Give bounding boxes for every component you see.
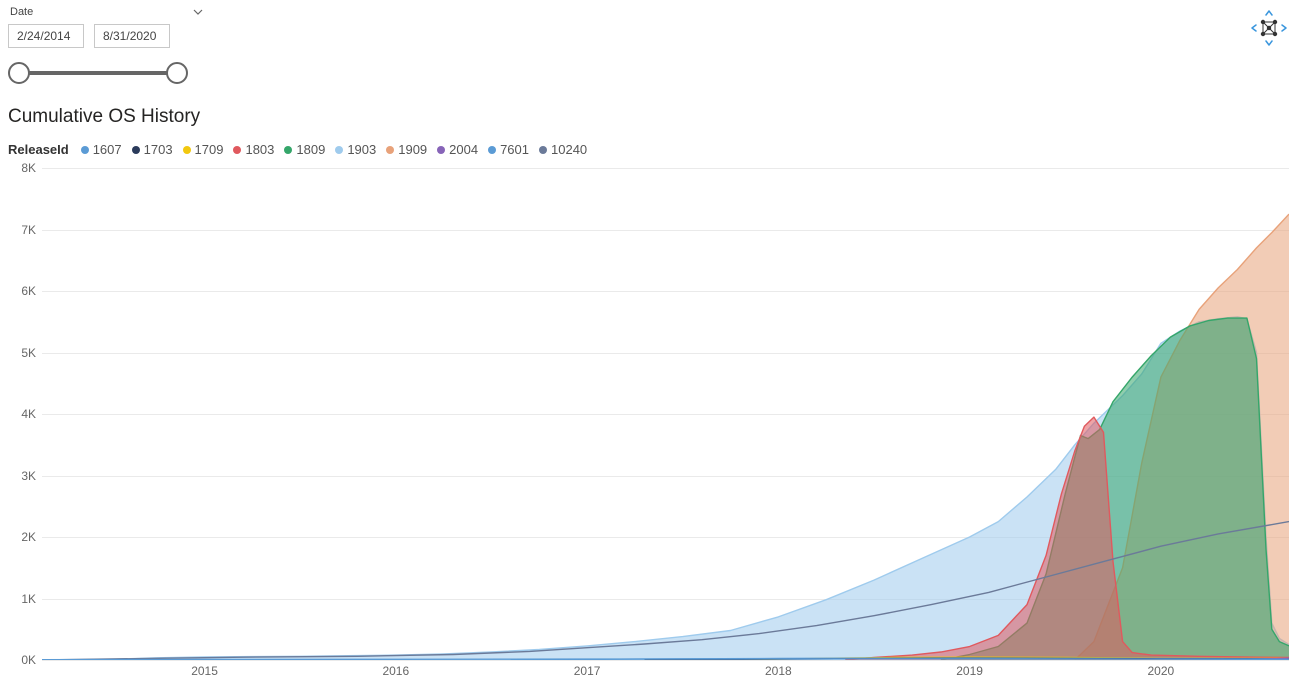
- y-tick-label: 1K: [21, 592, 36, 606]
- legend-item[interactable]: 1803: [233, 142, 274, 157]
- legend-item-label: 1607: [93, 142, 122, 157]
- y-tick-label: 5K: [21, 346, 36, 360]
- x-tick-label: 2018: [765, 664, 792, 678]
- legend-item-label: 1703: [144, 142, 173, 157]
- y-tick-label: 3K: [21, 469, 36, 483]
- x-tick-label: 2015: [191, 664, 218, 678]
- y-tick-label: 7K: [21, 223, 36, 237]
- slicer-label: Date: [10, 6, 33, 18]
- legend-item[interactable]: 1709: [183, 142, 224, 157]
- y-tick-label: 8K: [21, 161, 36, 175]
- legend-item-label: 7601: [500, 142, 529, 157]
- x-axis: 2015 2016 2017 2018 2019 2020: [42, 660, 1289, 684]
- legend-dot-icon: [233, 146, 241, 154]
- legend-dot-icon: [386, 146, 394, 154]
- slicer-end-date[interactable]: 8/31/2020: [94, 24, 170, 48]
- legend-item-label: 1709: [195, 142, 224, 157]
- y-tick-label: 6K: [21, 284, 36, 298]
- legend-item[interactable]: 1903: [335, 142, 376, 157]
- legend-item-label: 10240: [551, 142, 587, 157]
- legend-item[interactable]: 1909: [386, 142, 427, 157]
- x-tick-label: 2020: [1147, 664, 1174, 678]
- y-axis: 0K1K2K3K4K5K6K7K8K: [8, 168, 42, 660]
- legend-item-label: 2004: [449, 142, 478, 157]
- chart-plot-area: 0K1K2K3K4K5K6K7K8K 201520162017201820192…: [8, 168, 1289, 684]
- slider-handle-end[interactable]: [166, 62, 188, 84]
- date-slicer: Date 2/24/2014 8/31/2020: [8, 4, 208, 86]
- focus-mode-icon[interactable]: [1249, 8, 1289, 48]
- legend-item-label: 1809: [296, 142, 325, 157]
- legend-dot-icon: [539, 146, 547, 154]
- x-tick-label: 2016: [382, 664, 409, 678]
- legend-dot-icon: [437, 146, 445, 154]
- legend-item-label: 1903: [347, 142, 376, 157]
- legend-item[interactable]: 7601: [488, 142, 529, 157]
- legend-dot-icon: [132, 146, 140, 154]
- legend-dot-icon: [488, 146, 496, 154]
- legend-item[interactable]: 1809: [284, 142, 325, 157]
- legend-item-label: 1909: [398, 142, 427, 157]
- legend-item-label: 1803: [245, 142, 274, 157]
- slider-track: [20, 71, 176, 75]
- legend-dot-icon: [335, 146, 343, 154]
- legend-dot-icon: [284, 146, 292, 154]
- x-tick-label: 2017: [574, 664, 601, 678]
- chart-legend: ReleaseId 1607 1703 1709 1803 1809 1903 1909 20…: [8, 142, 587, 157]
- date-slider[interactable]: [8, 58, 188, 86]
- slicer-start-date[interactable]: 2/24/2014: [8, 24, 84, 48]
- legend-title: ReleaseId: [8, 142, 69, 157]
- legend-item[interactable]: 1607: [81, 142, 122, 157]
- legend-item[interactable]: 1703: [132, 142, 173, 157]
- legend-dot-icon: [183, 146, 191, 154]
- legend-item[interactable]: 10240: [539, 142, 587, 157]
- legend-dot-icon: [81, 146, 89, 154]
- plot-surface: [42, 168, 1289, 660]
- y-tick-label: 4K: [21, 407, 36, 421]
- chart-title: Cumulative OS History: [8, 106, 200, 128]
- y-tick-label: 2K: [21, 530, 36, 544]
- chevron-down-icon[interactable]: [190, 4, 206, 20]
- legend-item[interactable]: 2004: [437, 142, 478, 157]
- x-tick-label: 2019: [956, 664, 983, 678]
- slider-handle-start[interactable]: [8, 62, 30, 84]
- y-tick-label: 0K: [21, 653, 36, 667]
